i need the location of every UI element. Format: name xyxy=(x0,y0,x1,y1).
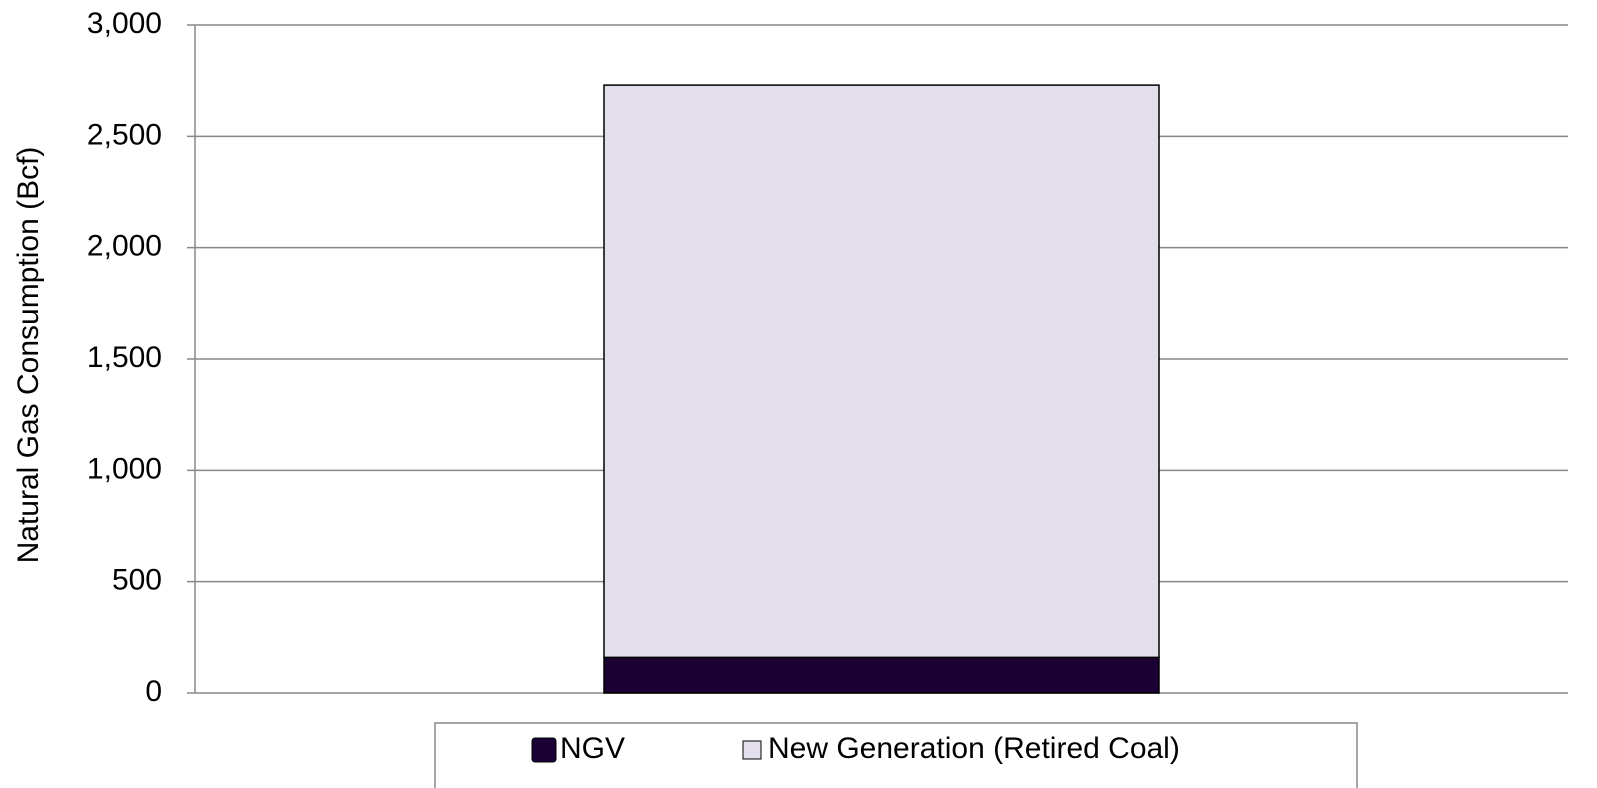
legend-box xyxy=(434,722,1358,788)
y-tick-label: 1,500 xyxy=(87,341,162,374)
legend-label: New Generation (Retired Coal) xyxy=(768,732,1180,765)
y-tick-label: 2,500 xyxy=(87,118,162,151)
y-tick-label: 1,000 xyxy=(87,452,162,485)
legend-swatch xyxy=(742,740,762,760)
y-tick-label: 500 xyxy=(112,564,162,597)
y-tick-label: 3,000 xyxy=(87,7,162,40)
bar-segment xyxy=(603,656,1160,694)
y-tick-label: 2,000 xyxy=(87,230,162,263)
bar-segment xyxy=(603,84,1160,659)
legend-swatch xyxy=(531,737,557,763)
legend-label: NGV xyxy=(560,732,625,765)
y-tick-label: 0 xyxy=(145,675,162,708)
y-axis-label: Natural Gas Consumption (Bcf) xyxy=(12,147,45,564)
